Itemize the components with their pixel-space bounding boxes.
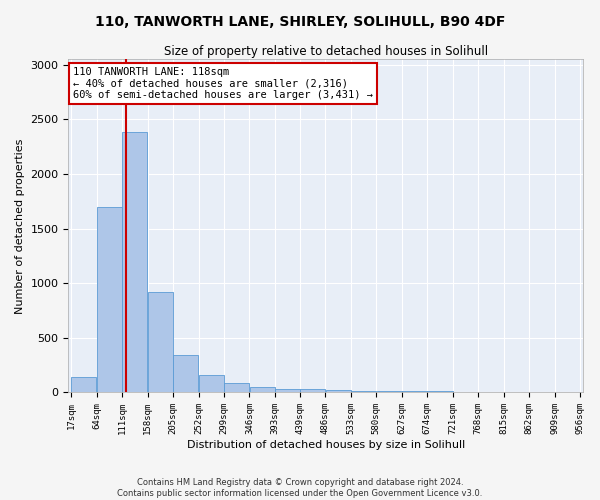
Bar xyxy=(250,387,275,392)
Text: Contains HM Land Registry data © Crown copyright and database right 2024.
Contai: Contains HM Land Registry data © Crown c… xyxy=(118,478,482,498)
Bar xyxy=(224,383,250,392)
Bar xyxy=(377,391,402,392)
Y-axis label: Number of detached properties: Number of detached properties xyxy=(15,138,25,314)
Bar xyxy=(351,390,376,392)
Bar xyxy=(199,375,224,392)
Bar xyxy=(300,390,325,392)
Title: Size of property relative to detached houses in Solihull: Size of property relative to detached ho… xyxy=(164,45,488,58)
Bar xyxy=(97,206,122,392)
Bar xyxy=(173,356,199,393)
Text: 110, TANWORTH LANE, SHIRLEY, SOLIHULL, B90 4DF: 110, TANWORTH LANE, SHIRLEY, SOLIHULL, B… xyxy=(95,15,505,29)
Bar xyxy=(275,388,301,392)
Bar xyxy=(122,132,148,392)
Bar xyxy=(402,391,427,392)
Bar xyxy=(148,292,173,392)
X-axis label: Distribution of detached houses by size in Solihull: Distribution of detached houses by size … xyxy=(187,440,465,450)
Bar xyxy=(71,377,97,392)
Text: 110 TANWORTH LANE: 118sqm
← 40% of detached houses are smaller (2,316)
60% of se: 110 TANWORTH LANE: 118sqm ← 40% of detac… xyxy=(73,67,373,100)
Bar xyxy=(326,390,351,392)
